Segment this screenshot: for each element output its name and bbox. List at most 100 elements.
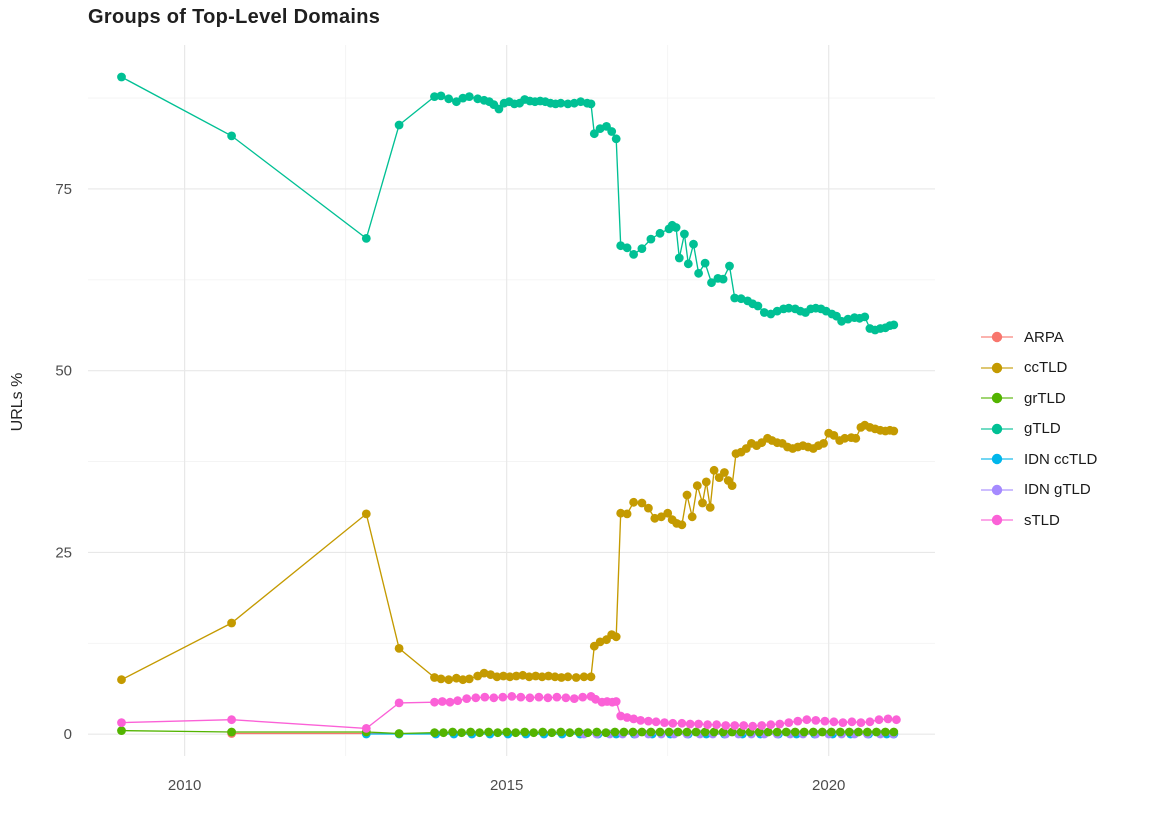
data-point	[775, 719, 785, 729]
data-point	[610, 727, 620, 737]
data-point	[466, 727, 475, 737]
data-point	[547, 728, 557, 738]
data-point	[628, 727, 638, 737]
data-point	[601, 728, 611, 738]
data-point	[847, 717, 857, 727]
legend: ARPA ccTLD grTLD gTLD IDN ccTLD IDN gTLD sTLD	[980, 322, 1097, 536]
data-point	[671, 223, 681, 232]
data-point	[820, 716, 830, 726]
data-point	[865, 717, 875, 727]
data-point	[892, 715, 901, 725]
y-axis-title: URLs %	[9, 372, 26, 432]
data-point	[677, 718, 687, 728]
data-point	[578, 692, 588, 702]
data-point	[689, 239, 698, 249]
data-point	[655, 228, 665, 238]
data-point	[505, 672, 515, 682]
data-point	[444, 94, 454, 104]
data-point	[117, 675, 126, 685]
data-point	[565, 728, 575, 738]
data-point	[471, 693, 481, 703]
data-point	[694, 719, 703, 729]
data-point	[464, 92, 474, 101]
data-point	[889, 727, 899, 737]
data-point	[721, 721, 731, 730]
data-point	[707, 278, 716, 288]
series-grtld	[117, 726, 899, 738]
data-point	[511, 728, 521, 738]
axis-tick-labels: 0 25 50 75 2010 2015 2020	[55, 181, 845, 794]
data-point	[394, 698, 404, 708]
data-point	[430, 697, 439, 707]
data-point	[683, 259, 693, 269]
data-point	[556, 98, 566, 108]
data-point	[361, 234, 371, 243]
data-point	[889, 426, 899, 436]
data-point	[552, 692, 562, 702]
legend-label: ccTLD	[1024, 359, 1068, 377]
data-point	[663, 508, 673, 518]
data-point	[494, 104, 504, 114]
y-tick-label: 0	[64, 726, 72, 743]
data-point	[537, 672, 547, 682]
data-point	[674, 253, 684, 263]
data-point	[637, 727, 647, 737]
data-point	[484, 727, 493, 737]
data-point	[622, 243, 632, 253]
legend-key-icon	[981, 393, 1013, 404]
data-point	[611, 134, 621, 144]
data-point	[872, 727, 881, 737]
data-point	[394, 120, 404, 130]
data-point	[668, 718, 678, 728]
data-point	[851, 433, 861, 443]
data-point	[529, 728, 539, 738]
data-point	[854, 727, 863, 737]
data-point	[574, 727, 584, 737]
data-point	[682, 490, 692, 500]
data-point	[677, 520, 687, 530]
data-point	[498, 692, 508, 702]
data-point	[703, 720, 712, 730]
data-point	[753, 301, 763, 311]
data-point	[730, 721, 740, 730]
data-point	[611, 632, 621, 642]
data-point	[811, 716, 821, 725]
legend-label: IDN gTLD	[1024, 481, 1091, 499]
legend-item-gtld: gTLD	[980, 414, 1097, 445]
data-point	[829, 431, 839, 440]
legend-item-idn-cctld: IDN ccTLD	[980, 444, 1097, 475]
data-point	[538, 727, 548, 737]
chart-title: Groups of Top-Level Domains	[88, 6, 381, 28]
data-point	[637, 244, 647, 254]
data-point	[636, 716, 645, 725]
data-point	[534, 692, 544, 702]
x-tick-label: 2015	[490, 777, 523, 794]
data-point	[829, 717, 839, 727]
data-point	[682, 727, 692, 737]
data-point	[607, 127, 617, 136]
data-point	[502, 727, 512, 737]
legend-item-arpa: ARPA	[980, 322, 1097, 353]
x-tick-label: 2020	[812, 777, 845, 794]
data-point	[700, 258, 710, 268]
data-point	[709, 465, 719, 475]
data-point	[499, 671, 508, 681]
data-point	[361, 509, 371, 519]
data-point	[589, 129, 599, 139]
data-point	[464, 674, 474, 684]
data-point	[655, 727, 665, 737]
data-point	[709, 727, 719, 737]
data-point	[757, 721, 767, 730]
data-point	[680, 229, 689, 239]
data-point	[227, 618, 237, 628]
data-point	[863, 727, 872, 737]
data-point	[766, 720, 776, 730]
data-point	[507, 692, 517, 701]
data-point	[725, 261, 734, 271]
data-point	[452, 97, 461, 107]
data-point	[520, 727, 530, 737]
data-point	[673, 727, 683, 737]
legend-key-icon	[981, 362, 1013, 373]
data-point	[660, 718, 669, 727]
legend-label: IDN ccTLD	[1024, 450, 1098, 468]
